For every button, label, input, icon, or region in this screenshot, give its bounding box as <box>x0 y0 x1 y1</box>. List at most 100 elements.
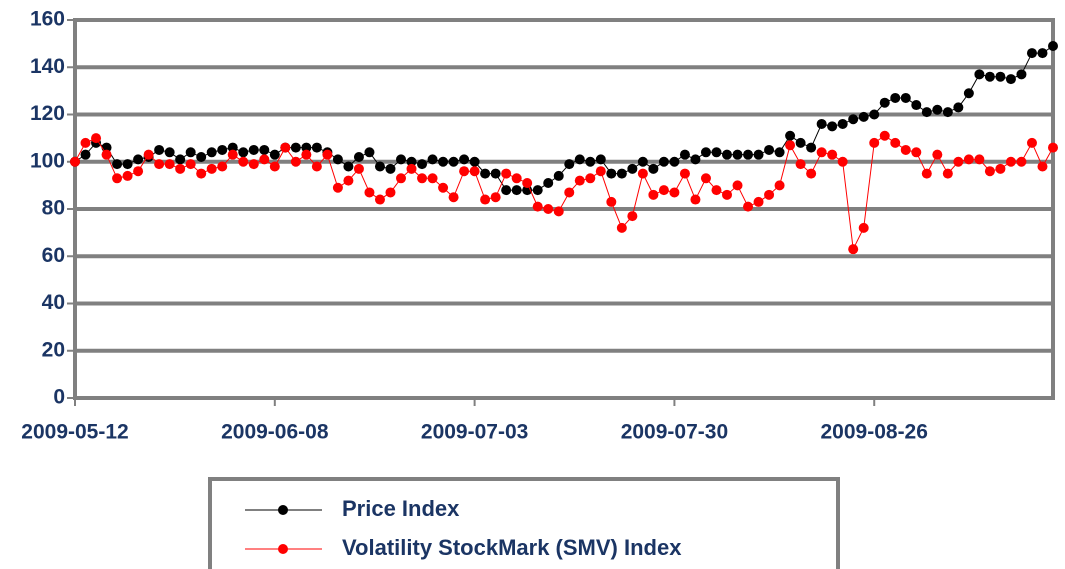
data-point <box>753 149 764 160</box>
data-point <box>974 69 985 80</box>
data-point <box>816 118 827 129</box>
data-point <box>374 161 385 172</box>
data-point <box>122 170 133 181</box>
data-point <box>911 147 922 158</box>
data-point <box>585 156 596 167</box>
data-point <box>963 154 974 165</box>
data-point <box>858 222 869 233</box>
data-point <box>974 154 985 165</box>
data-point <box>311 142 322 153</box>
data-point <box>995 163 1006 174</box>
data-point <box>764 144 775 155</box>
x-tick-label: 2009-05-12 <box>21 421 128 444</box>
data-point <box>574 154 585 165</box>
data-point <box>732 149 743 160</box>
y-tick-label: 0 <box>53 386 65 409</box>
data-point <box>185 159 196 170</box>
legend-box <box>208 477 840 569</box>
data-point <box>879 97 890 108</box>
y-tick-label: 120 <box>30 102 65 125</box>
data-point <box>743 201 754 212</box>
data-point <box>259 144 270 155</box>
data-point <box>879 130 890 141</box>
data-point <box>490 192 501 203</box>
data-point <box>732 180 743 191</box>
data-point <box>722 149 732 160</box>
data-point <box>827 121 838 132</box>
data-point <box>648 163 659 174</box>
data-point <box>543 204 554 214</box>
data-point <box>364 147 375 158</box>
data-point <box>785 140 796 151</box>
data-point <box>774 180 785 191</box>
series-line <box>74 135 1054 251</box>
data-point <box>80 137 91 148</box>
data-point <box>511 173 522 184</box>
data-point <box>669 187 680 198</box>
data-point <box>795 159 806 170</box>
data-point <box>921 107 932 118</box>
data-point <box>227 149 238 160</box>
data-point <box>785 130 796 141</box>
data-point <box>848 114 859 125</box>
data-point <box>490 168 501 179</box>
data-point <box>890 137 901 148</box>
data-point <box>448 192 459 203</box>
data-point <box>585 173 596 184</box>
data-point <box>459 166 470 177</box>
data-point <box>595 166 606 177</box>
data-point <box>995 71 1006 82</box>
data-point <box>501 185 512 196</box>
data-point <box>700 173 711 184</box>
legend-label: Price Index <box>342 496 460 521</box>
data-point <box>301 149 312 160</box>
data-point <box>953 102 964 113</box>
data-point <box>837 156 848 167</box>
data-point <box>175 154 186 165</box>
data-point <box>774 147 785 158</box>
data-point <box>459 154 470 165</box>
data-point <box>932 149 943 160</box>
data-point <box>217 161 228 172</box>
data-point <box>627 211 638 222</box>
data-point <box>932 104 943 115</box>
data-point <box>248 159 259 170</box>
data-point <box>133 154 144 165</box>
data-point <box>396 173 406 184</box>
data-point <box>942 107 953 118</box>
data-point <box>827 149 838 160</box>
data-point <box>332 154 343 165</box>
data-point <box>206 147 217 158</box>
data-point <box>627 163 638 174</box>
data-point <box>343 161 354 172</box>
x-tick-label: 2009-07-03 <box>421 421 528 444</box>
data-point <box>532 201 543 212</box>
data-point <box>616 168 627 179</box>
data-point <box>196 152 207 163</box>
data-point <box>858 111 869 122</box>
legend-label: Volatility StockMark (SMV) Index <box>342 535 682 560</box>
data-point <box>1016 156 1027 167</box>
data-point <box>669 156 680 167</box>
data-point <box>1048 40 1058 51</box>
data-point <box>869 109 880 120</box>
data-point <box>816 147 827 158</box>
data-point <box>80 149 91 160</box>
data-point <box>942 168 953 179</box>
data-point <box>679 149 690 160</box>
data-point <box>795 137 806 148</box>
data-point <box>637 156 648 167</box>
data-point <box>112 159 123 170</box>
data-point <box>196 168 207 179</box>
data-point <box>711 147 722 158</box>
data-point <box>900 92 911 103</box>
data-point <box>322 149 333 160</box>
data-point <box>332 182 343 193</box>
data-point <box>806 168 817 179</box>
data-point <box>1048 142 1058 153</box>
data-point <box>658 156 669 167</box>
data-point <box>637 168 648 179</box>
data-point <box>164 159 175 170</box>
data-point <box>480 194 491 205</box>
